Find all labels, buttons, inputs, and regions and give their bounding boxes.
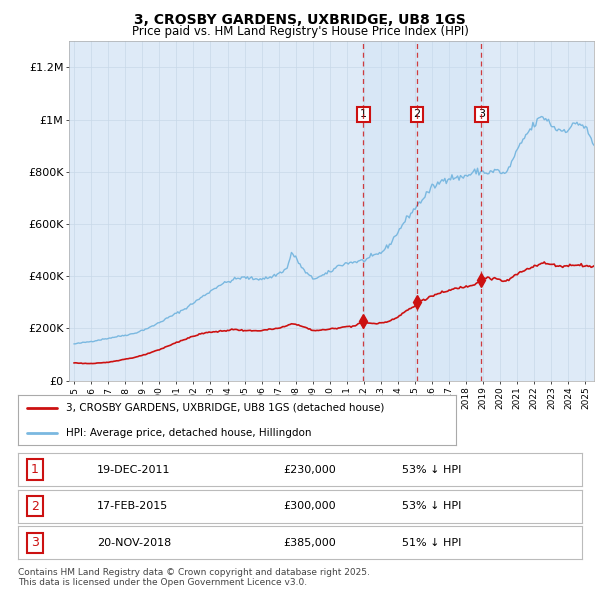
- Text: 3, CROSBY GARDENS, UXBRIDGE, UB8 1GS: 3, CROSBY GARDENS, UXBRIDGE, UB8 1GS: [134, 13, 466, 27]
- Text: £230,000: £230,000: [283, 465, 336, 474]
- Bar: [364, 41, 481, 381]
- Text: Price paid vs. HM Land Registry's House Price Index (HPI): Price paid vs. HM Land Registry's House …: [131, 25, 469, 38]
- Text: £300,000: £300,000: [283, 502, 336, 511]
- Text: 53% ↓ HPI: 53% ↓ HPI: [401, 465, 461, 474]
- Text: £385,000: £385,000: [283, 538, 336, 548]
- Text: 51% ↓ HPI: 51% ↓ HPI: [401, 538, 461, 548]
- Text: 17-FEB-2015: 17-FEB-2015: [97, 502, 168, 511]
- Text: 3: 3: [31, 536, 39, 549]
- Text: Contains HM Land Registry data © Crown copyright and database right 2025.
This d: Contains HM Land Registry data © Crown c…: [18, 568, 370, 587]
- Text: HPI: Average price, detached house, Hillingdon: HPI: Average price, detached house, Hill…: [66, 428, 311, 438]
- Text: 3, CROSBY GARDENS, UXBRIDGE, UB8 1GS (detached house): 3, CROSBY GARDENS, UXBRIDGE, UB8 1GS (de…: [66, 403, 385, 413]
- Text: 53% ↓ HPI: 53% ↓ HPI: [401, 502, 461, 511]
- Text: 20-NOV-2018: 20-NOV-2018: [97, 538, 171, 548]
- Text: 3: 3: [478, 109, 485, 119]
- Text: 1: 1: [31, 463, 39, 476]
- Text: 1: 1: [360, 109, 367, 119]
- Text: 19-DEC-2011: 19-DEC-2011: [97, 465, 170, 474]
- Text: 2: 2: [31, 500, 39, 513]
- Text: 2: 2: [413, 109, 421, 119]
